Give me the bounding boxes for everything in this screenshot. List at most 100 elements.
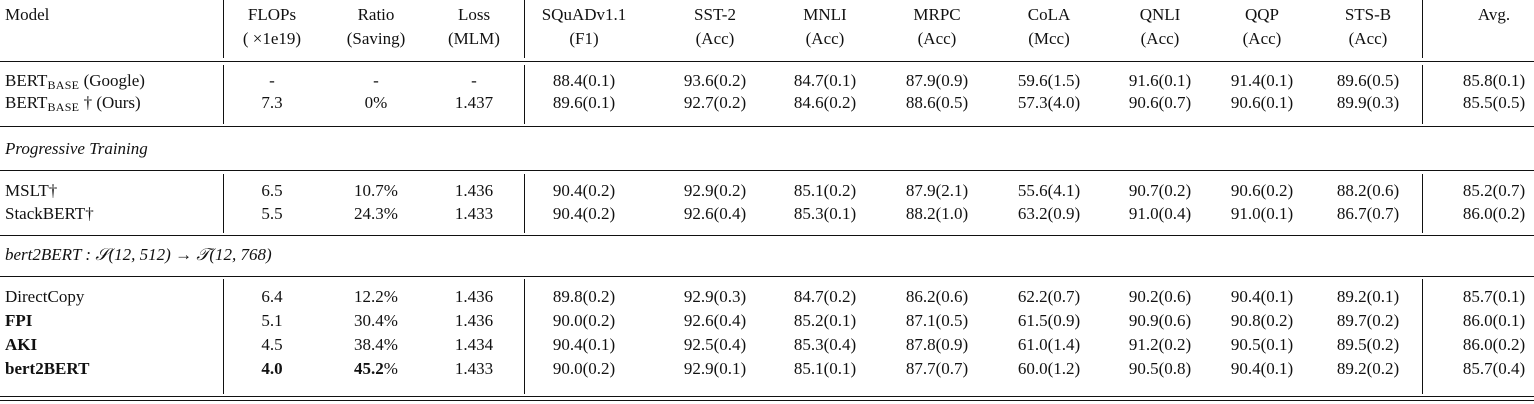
value-mnli: 84.7(0.1) bbox=[793, 71, 857, 90]
column-divider bbox=[223, 279, 224, 394]
value-stsb: 89.9(0.3) bbox=[1336, 93, 1400, 112]
model-suffix: † (Ours) bbox=[79, 93, 141, 112]
value-ratio: 38.4% bbox=[354, 335, 398, 354]
value-qqp: 91.0(0.1) bbox=[1230, 204, 1294, 223]
group-rule bbox=[0, 235, 1534, 237]
model-subscript: BASE bbox=[47, 100, 80, 114]
column-divider bbox=[223, 174, 224, 233]
column-header-mrpc: MRPC bbox=[913, 5, 961, 24]
column-header-stsb: (Acc) bbox=[1348, 29, 1388, 48]
column-header-sst2: SST-2 bbox=[694, 5, 736, 24]
model-name-text: FPI bbox=[5, 311, 33, 330]
table-row: bert2BERT 4.0 45.2% 1.433 90.0(0.2) 92.9(0.1)… bbox=[0, 358, 1534, 380]
value-cola: 57.3(4.0) bbox=[1017, 93, 1081, 112]
table-row: BERTBASE (Google) - - - 88.4(0.1) 93.6(0.2) 84… bbox=[0, 70, 1534, 92]
value-mrpc: 87.7(0.7) bbox=[905, 359, 969, 378]
value-sst2: 93.6(0.2) bbox=[683, 71, 747, 90]
column-header-mnli: MNLI bbox=[803, 5, 847, 24]
column-header-avg bbox=[1439, 28, 1534, 50]
value-qnli: 91.6(0.1) bbox=[1128, 71, 1192, 90]
column-divider bbox=[524, 65, 525, 124]
value-avg: 86.0(0.2) bbox=[1462, 335, 1526, 354]
table-row: DirectCopy 6.4 12.2% 1.436 89.8(0.2) 92.9(0.3… bbox=[0, 286, 1534, 308]
column-divider bbox=[223, 65, 224, 124]
model-name-text: AKI bbox=[5, 335, 38, 354]
column-header-qqp: (Acc) bbox=[1242, 29, 1282, 48]
model-name-text: BERT bbox=[5, 71, 48, 90]
column-header-flops: ( ×1e19) bbox=[242, 29, 302, 48]
group-rule bbox=[0, 126, 1534, 128]
value-loss: 1.433 bbox=[454, 204, 494, 223]
value-qqp: 90.5(0.1) bbox=[1230, 335, 1294, 354]
column-header-sst2: (Acc) bbox=[695, 29, 735, 48]
value-loss: 1.437 bbox=[454, 93, 494, 112]
value-avg: 85.8(0.1) bbox=[1462, 71, 1526, 90]
percent-sign: % bbox=[383, 359, 398, 378]
model-name: FPI bbox=[5, 310, 220, 332]
value-ratio: 0% bbox=[364, 93, 388, 112]
section-rule bbox=[0, 170, 1534, 172]
value-qnli: 90.6(0.7) bbox=[1128, 93, 1192, 112]
value-sst2: 92.6(0.4) bbox=[683, 204, 747, 223]
value-squad: 90.0(0.2) bbox=[552, 359, 616, 378]
column-header-qqp: QQP bbox=[1244, 5, 1279, 24]
value-avg: 85.2(0.7) bbox=[1462, 181, 1526, 200]
value-sst2: 92.6(0.4) bbox=[683, 311, 747, 330]
column-header-flops: FLOPs bbox=[247, 5, 297, 24]
value-loss: 1.433 bbox=[454, 359, 494, 378]
value-cola: 59.6(1.5) bbox=[1017, 71, 1081, 90]
model-name-text: MSLT† bbox=[5, 181, 58, 200]
value-sst2: 92.9(0.2) bbox=[683, 181, 747, 200]
value-stsb: 89.5(0.2) bbox=[1336, 335, 1400, 354]
value-squad: 88.4(0.1) bbox=[552, 71, 616, 90]
value-cola: 60.0(1.2) bbox=[1017, 359, 1081, 378]
value-stsb: 89.2(0.1) bbox=[1336, 287, 1400, 306]
value-mnli: 85.1(0.1) bbox=[793, 359, 857, 378]
column-header-model bbox=[5, 28, 220, 50]
value-qnli: 91.2(0.2) bbox=[1128, 335, 1192, 354]
value-qnli: 90.2(0.6) bbox=[1128, 287, 1192, 306]
value-flops: 7.3 bbox=[261, 93, 283, 112]
header-row: Model FLOPs Ratio Loss SQuADv1.1 SST-2 MNLI MRP… bbox=[0, 4, 1534, 26]
value-avg: 86.0(0.2) bbox=[1462, 204, 1526, 223]
column-header-mnli: (Acc) bbox=[805, 29, 845, 48]
model-name-text: BERT bbox=[5, 93, 48, 112]
value-loss: 1.436 bbox=[454, 181, 494, 200]
model-name: MSLT† bbox=[5, 180, 220, 202]
bottom-rule bbox=[0, 396, 1534, 398]
value-avg: 85.5(0.5) bbox=[1462, 93, 1526, 112]
model-name: BERTBASE † (Ours) bbox=[5, 92, 220, 114]
column-header-avg: Avg. bbox=[1477, 5, 1511, 24]
model-name-text: StackBERT† bbox=[5, 204, 94, 223]
column-header-ratio: Ratio bbox=[357, 5, 395, 24]
value-stsb: 86.7(0.7) bbox=[1336, 204, 1400, 223]
section-label: bert2BERT : 𝒮(12, 512) → 𝒯(12, 768) bbox=[5, 245, 272, 264]
value-sst2: 92.9(0.1) bbox=[683, 359, 747, 378]
table-row: StackBERT† 5.5 24.3% 1.433 90.4(0.2) 92.6(0.4… bbox=[0, 203, 1534, 225]
value-loss: 1.436 bbox=[454, 287, 494, 306]
column-header-ratio: (Saving) bbox=[346, 29, 406, 48]
model-name: BERTBASE (Google) bbox=[5, 70, 220, 92]
value-squad: 89.6(0.1) bbox=[552, 93, 616, 112]
value-squad: 90.4(0.2) bbox=[552, 181, 616, 200]
value-squad: 90.4(0.2) bbox=[552, 204, 616, 223]
column-divider bbox=[1422, 65, 1423, 124]
table-row: BERTBASE † (Ours) 7.3 0% 1.437 89.6(0.1) 92.7… bbox=[0, 92, 1534, 114]
value-flops: 6.5 bbox=[261, 181, 283, 200]
value-mnli: 85.3(0.1) bbox=[793, 204, 857, 223]
value-mnli: 85.1(0.2) bbox=[793, 181, 857, 200]
model-name: DirectCopy bbox=[5, 286, 220, 308]
column-divider bbox=[223, 0, 224, 58]
value-mrpc: 87.8(0.9) bbox=[905, 335, 969, 354]
value-sst2: 92.9(0.3) bbox=[683, 287, 747, 306]
column-header-qnli: QNLI bbox=[1139, 5, 1181, 24]
bottom-rule-double bbox=[0, 399, 1534, 401]
model-name-text: DirectCopy bbox=[5, 287, 85, 306]
column-header-qnli: (Acc) bbox=[1140, 29, 1180, 48]
value-ratio: 45.2% bbox=[321, 358, 431, 380]
value-ratio: 12.2% bbox=[354, 287, 398, 306]
column-divider bbox=[524, 174, 525, 233]
value-flops: 4.0 bbox=[261, 359, 283, 378]
value-ratio: - bbox=[373, 71, 379, 90]
value-flops: 6.4 bbox=[261, 287, 283, 306]
